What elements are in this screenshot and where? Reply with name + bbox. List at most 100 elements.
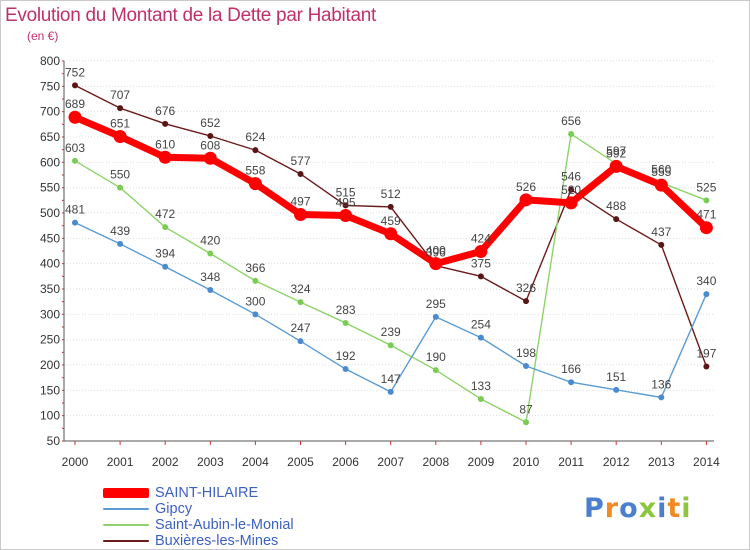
data-label: 520 bbox=[561, 183, 581, 197]
data-label: 608 bbox=[200, 138, 220, 152]
legend-label: SAINT-HILAIRE bbox=[155, 485, 259, 501]
data-label: 151 bbox=[606, 370, 626, 384]
data-label: 87 bbox=[519, 402, 533, 416]
data-label: 471 bbox=[696, 208, 716, 222]
data-label: 394 bbox=[155, 247, 175, 261]
data-point bbox=[523, 363, 529, 370]
x-tick-label: 2003 bbox=[197, 455, 224, 469]
legend-label: Saint-Aubin-le-Monial bbox=[155, 517, 294, 533]
legend: SAINT-HILAIRE Gipcy Saint-Aubin-le-Monia… bbox=[103, 485, 463, 549]
legend-label: Gipcy bbox=[155, 501, 193, 517]
data-point bbox=[162, 224, 169, 231]
legend-item-saint-aubin: Saint-Aubin-le-Monial bbox=[103, 517, 463, 533]
x-tick-label: 2001 bbox=[107, 455, 134, 469]
data-label: 515 bbox=[336, 185, 356, 199]
data-point bbox=[432, 367, 439, 374]
data-point bbox=[387, 388, 394, 395]
logo-letter: x bbox=[638, 493, 658, 524]
data-point bbox=[342, 319, 349, 326]
y-tick-label: 600 bbox=[40, 155, 60, 169]
data-label: 366 bbox=[245, 261, 265, 275]
data-label: 166 bbox=[561, 362, 581, 376]
data-point bbox=[203, 151, 217, 165]
x-tick-label: 2011 bbox=[558, 455, 584, 469]
data-point bbox=[613, 386, 620, 393]
data-point bbox=[72, 157, 78, 164]
y-tick-label: 100 bbox=[40, 409, 60, 423]
legend-item-saint-hilaire: SAINT-HILAIRE bbox=[103, 485, 463, 501]
y-tick-label: 550 bbox=[40, 181, 60, 195]
chart-title: Evolution du Montant de la Dette par Hab… bbox=[5, 5, 376, 26]
y-tick-label: 250 bbox=[40, 333, 60, 347]
data-label: 558 bbox=[245, 164, 265, 178]
data-label: 546 bbox=[561, 170, 581, 184]
y-tick-label: 450 bbox=[40, 231, 60, 245]
data-label: 424 bbox=[471, 232, 491, 246]
data-label: 247 bbox=[290, 321, 310, 335]
data-label: 375 bbox=[471, 256, 491, 270]
data-label: 592 bbox=[606, 146, 626, 160]
data-label: 254 bbox=[471, 318, 491, 332]
data-point bbox=[568, 379, 575, 386]
data-point bbox=[654, 178, 668, 192]
data-point bbox=[339, 209, 353, 223]
data-point bbox=[387, 342, 394, 349]
y-tick-label: 750 bbox=[40, 79, 60, 93]
logo-letter: t bbox=[667, 493, 682, 524]
data-point bbox=[523, 298, 529, 305]
data-label: 610 bbox=[155, 137, 175, 151]
y-tick-label: 800 bbox=[40, 54, 60, 68]
unit-label: (en €) bbox=[27, 29, 59, 43]
data-label: 512 bbox=[381, 187, 401, 201]
data-label: 459 bbox=[381, 214, 401, 228]
data-label: 651 bbox=[110, 116, 130, 130]
data-point bbox=[568, 130, 575, 137]
data-point bbox=[162, 120, 169, 127]
proxiti-logo: Proxiti bbox=[584, 493, 692, 524]
data-point bbox=[703, 363, 710, 370]
data-point bbox=[432, 313, 439, 320]
data-point bbox=[252, 277, 259, 284]
y-tick-label: 350 bbox=[40, 282, 60, 296]
data-label: 652 bbox=[200, 116, 220, 130]
data-point bbox=[613, 216, 620, 223]
x-tick-label: 2007 bbox=[377, 455, 404, 469]
data-point bbox=[658, 394, 665, 401]
legend-item-buxieres: Buxières-les-Mines bbox=[103, 533, 463, 549]
data-point bbox=[519, 193, 533, 207]
data-point bbox=[113, 129, 127, 143]
logo-letter: o bbox=[619, 493, 639, 524]
data-label: 525 bbox=[696, 180, 716, 194]
data-point bbox=[117, 240, 124, 247]
data-point bbox=[158, 150, 172, 164]
x-tick-label: 2014 bbox=[693, 455, 720, 469]
x-tick-label: 2008 bbox=[422, 455, 449, 469]
x-tick-label: 2002 bbox=[152, 455, 179, 469]
data-label: 577 bbox=[290, 154, 310, 168]
data-point bbox=[207, 250, 214, 257]
data-point bbox=[117, 105, 124, 112]
data-label: 689 bbox=[65, 97, 85, 111]
data-point bbox=[703, 197, 710, 204]
data-label: 396 bbox=[426, 246, 446, 260]
data-point bbox=[297, 170, 304, 177]
data-label: 326 bbox=[516, 281, 536, 295]
data-label: 190 bbox=[426, 350, 446, 364]
data-point bbox=[162, 263, 169, 270]
data-label: 300 bbox=[245, 294, 265, 308]
data-point bbox=[523, 419, 529, 426]
data-label: 348 bbox=[200, 270, 220, 284]
data-label: 656 bbox=[561, 114, 581, 128]
data-label: 147 bbox=[381, 372, 401, 386]
data-label: 198 bbox=[516, 346, 536, 360]
logo-letter: P bbox=[584, 493, 605, 524]
data-point bbox=[568, 186, 575, 193]
data-label: 550 bbox=[110, 168, 130, 182]
data-label: 295 bbox=[426, 297, 446, 311]
data-point bbox=[387, 203, 394, 210]
data-point bbox=[248, 177, 262, 191]
x-tick-label: 2006 bbox=[332, 455, 359, 469]
legend-swatch bbox=[103, 524, 149, 526]
data-label: 752 bbox=[65, 65, 85, 79]
